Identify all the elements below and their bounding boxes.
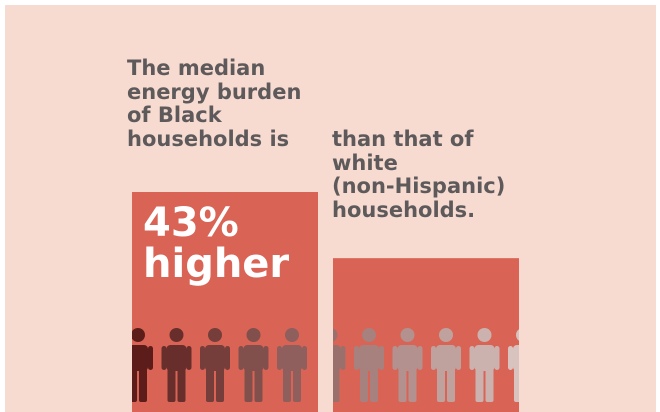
caption-white-households: than that of white (non-Hispanic) househ…: [332, 127, 506, 222]
caption-line: energy burden: [127, 79, 302, 104]
person-icon: [333, 328, 346, 402]
stat-label: 43% higher: [143, 203, 289, 285]
caption-line: households is: [127, 126, 290, 151]
person-icon: [277, 328, 307, 402]
caption-line: of Black: [127, 103, 222, 127]
person-icon: [354, 328, 384, 402]
person-icon: [431, 328, 461, 402]
caption-line: (non-Hispanic): [332, 174, 506, 198]
caption-line: white: [332, 150, 398, 175]
person-icon: [508, 329, 519, 402]
caption-line: The median: [127, 56, 266, 80]
person-icon: [469, 328, 500, 402]
stat-text: higher: [143, 241, 290, 287]
person-icon: [200, 328, 230, 402]
person-icon: [392, 328, 423, 402]
caption-black-households: The median energy burden of Black househ…: [127, 56, 302, 151]
person-icon: [238, 328, 269, 402]
person-icon: [161, 328, 192, 402]
caption-line: than that of: [332, 127, 474, 151]
person-icon: [132, 328, 153, 402]
infographic-panel: [5, 5, 656, 412]
stat-value: 43%: [143, 200, 239, 246]
person-icon-row-black: [132, 328, 307, 402]
caption-line: households.: [332, 197, 476, 222]
person-icon-row-white: [333, 328, 519, 402]
